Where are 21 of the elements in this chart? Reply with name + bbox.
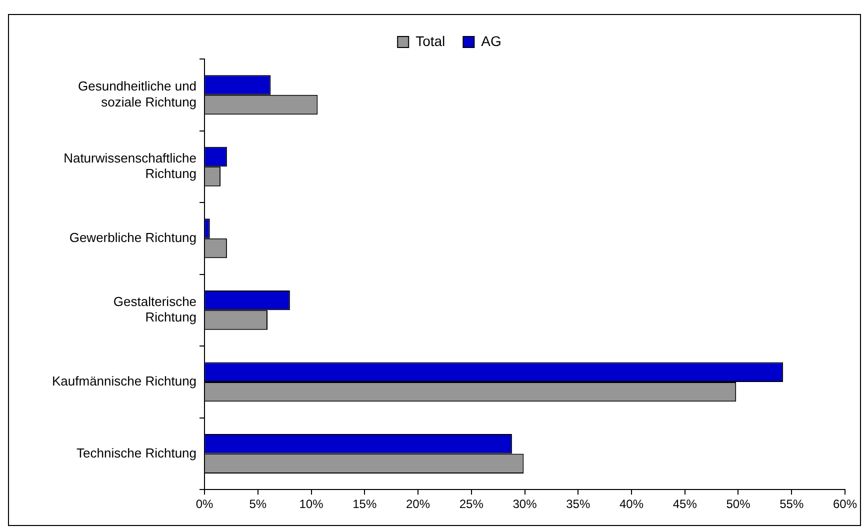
y-tick-label: Naturwissenschaftliche Richtung (64, 150, 197, 182)
x-tick-label: 30% (512, 497, 538, 512)
x-tick-label: 50% (726, 497, 751, 512)
y-tick-label: Kaufmännische Richtung (52, 374, 197, 389)
x-tick-label: 55% (780, 497, 804, 512)
x-tick-label: 0% (196, 497, 214, 512)
x-tick-label: 35% (566, 497, 590, 512)
x-tick-label: 20% (406, 497, 430, 512)
x-tick-label: 60% (832, 497, 858, 512)
x-tick-label: 15% (352, 497, 377, 512)
x-tick-label: 40% (619, 497, 644, 512)
x-tick-label: 25% (459, 497, 484, 512)
x-tick-label: 10% (299, 497, 324, 512)
legend-label: AG (481, 32, 502, 49)
legend-label: Total (416, 32, 446, 49)
y-tick-label: Gesundheitliche und soziale Richtung (78, 78, 197, 110)
y-tick-label: Gewerbliche Richtung (69, 230, 197, 245)
y-tick-label: Gestalterische Richtung (113, 294, 197, 325)
x-tick-label: 5% (249, 497, 267, 512)
x-tick-label: 45% (672, 497, 698, 512)
y-tick-label: Technische Richtung (76, 445, 197, 460)
